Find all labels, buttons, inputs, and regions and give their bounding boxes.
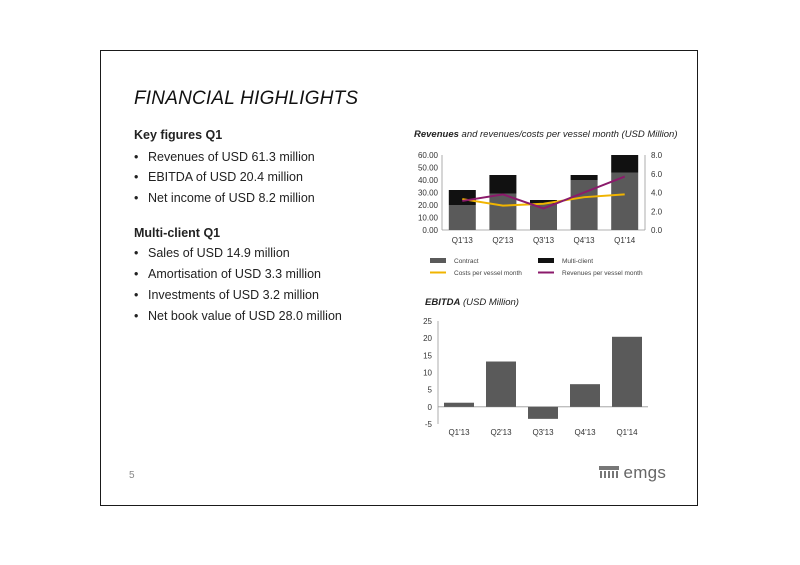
- y-tick-label: 30.00: [418, 189, 439, 198]
- bullet-dot: •: [134, 191, 139, 205]
- y-tick-label: 50.00: [418, 164, 439, 173]
- x-tick-label: Q1'13: [448, 428, 470, 437]
- bar-multi-client: [611, 155, 639, 173]
- x-tick-label: Q4'13: [574, 428, 596, 437]
- y-tick-label: 0: [428, 403, 433, 412]
- y-tick-label: 20: [423, 334, 432, 343]
- bar-ebitda: [486, 361, 516, 407]
- revenues-chart: 60.00 50.00 40.00 30.00 20.00 10.00 0.00 8.0 6.0…: [418, 151, 663, 277]
- revenues-chart-title-bold: Revenues: [414, 129, 459, 140]
- revenues-chart-title-rest: and revenues/costs per vessel month (USD…: [458, 129, 678, 140]
- y-tick-label: 10: [423, 369, 432, 378]
- key-figure-item: • Revenues of USD 61.3 million: [134, 150, 315, 164]
- emgs-logo-icon: [599, 466, 619, 478]
- y2-tick-label: 2.0: [651, 207, 663, 216]
- emgs-logo-text: emgs: [623, 463, 667, 482]
- y-tick-label: -5: [425, 420, 433, 429]
- bullet-text: Revenues of USD 61.3 million: [148, 150, 315, 164]
- bar-ebitda: [570, 384, 600, 407]
- bullet-text: Investments of USD 3.2 million: [148, 288, 319, 302]
- y-tick-label: 40.00: [418, 176, 439, 185]
- bar-multi-client: [570, 175, 598, 180]
- bullet-text: Amortisation of USD 3.3 million: [148, 267, 321, 281]
- y2-tick-label: 6.0: [651, 170, 663, 179]
- bar-multi-client: [489, 175, 517, 194]
- multi-client-heading: Multi-client Q1: [134, 226, 221, 240]
- legend-swatch: [430, 258, 446, 263]
- bullet-dot: •: [134, 309, 139, 323]
- bar-multi-client: [530, 200, 557, 204]
- ebitda-chart-title-bold: EBITDA: [425, 297, 461, 308]
- y2-tick-label: 0.0: [651, 226, 663, 235]
- bullet-dot: •: [134, 267, 139, 281]
- x-tick-label: Q1'14: [616, 428, 638, 437]
- y-tick-label: 15: [423, 351, 432, 360]
- page-number: 5: [129, 470, 135, 481]
- bullet-dot: •: [134, 150, 139, 164]
- multi-client-item: • Amortisation of USD 3.3 million: [134, 267, 321, 281]
- bar-contract: [570, 180, 598, 230]
- y2-tick-label: 4.0: [651, 189, 663, 198]
- legend-label: Contract: [454, 258, 479, 265]
- bullet-dot: •: [134, 288, 139, 302]
- x-tick-label: Q1'14: [614, 236, 636, 245]
- bullet-text: Net income of USD 8.2 million: [148, 191, 315, 205]
- y-tick-label: 10.00: [418, 214, 439, 223]
- bar-multi-client: [448, 190, 476, 205]
- legend-label: Costs per vessel month: [454, 270, 522, 277]
- revenues-chart-title: Revenues and revenues/costs per vessel m…: [414, 129, 677, 140]
- legend-label: Revenues per vessel month: [562, 270, 643, 277]
- bar-contract: [448, 205, 476, 230]
- x-tick-label: Q2'13: [490, 428, 512, 437]
- key-figures-heading: Key figures Q1: [134, 128, 223, 142]
- y2-tick-label: 8.0: [651, 151, 663, 160]
- key-figure-item: • EBITDA of USD 20.4 million: [134, 170, 303, 184]
- y-tick-label: 25: [423, 317, 432, 326]
- ebitda-chart: 25 20 15 10 5 0 -5 Q1'13 Q2'13 Q3'13 Q4'13 Q1'14: [423, 317, 648, 437]
- bar-ebitda: [444, 402, 474, 407]
- ebitda-chart-title-rest: (USD Million): [460, 297, 519, 308]
- line-costs-per-vessel-month: [462, 193, 625, 207]
- bar-contract: [611, 172, 639, 230]
- line-revenues-per-vessel-month: [462, 175, 626, 210]
- y-tick-label: 60.00: [418, 151, 439, 160]
- x-tick-label: Q3'13: [532, 428, 554, 437]
- x-tick-label: Q1'13: [452, 236, 474, 245]
- x-tick-label: Q4'13: [574, 236, 596, 245]
- bar-ebitda: [528, 406, 558, 419]
- bar-contract: [489, 193, 517, 230]
- multi-client-item: • Investments of USD 3.2 million: [134, 288, 319, 302]
- multi-client-item: • Sales of USD 14.9 million: [134, 246, 290, 260]
- ebitda-chart-title: EBITDA (USD Million): [425, 297, 519, 308]
- bullet-text: Sales of USD 14.9 million: [148, 246, 290, 260]
- multi-client-item: • Net book value of USD 28.0 million: [134, 309, 342, 323]
- legend-label: Multi-client: [562, 258, 593, 265]
- bar-ebitda: [612, 336, 642, 407]
- y-tick-label: 20.00: [418, 201, 439, 210]
- y-tick-label: 5: [428, 386, 433, 395]
- bullet-text: EBITDA of USD 20.4 million: [148, 170, 303, 184]
- legend-swatch: [538, 258, 554, 263]
- slide-frame: [100, 50, 698, 506]
- x-tick-label: Q2'13: [492, 236, 514, 245]
- slide-title: FINANCIAL HIGHLIGHTS: [134, 88, 359, 109]
- x-tick-label: Q3'13: [533, 236, 555, 245]
- emgs-logo: emgs: [599, 463, 666, 483]
- bullet-text: Net book value of USD 28.0 million: [148, 309, 342, 323]
- bullet-dot: •: [134, 246, 139, 260]
- key-figure-item: • Net income of USD 8.2 million: [134, 191, 315, 205]
- y-tick-label: 0.00: [422, 226, 438, 235]
- bullet-dot: •: [134, 170, 139, 184]
